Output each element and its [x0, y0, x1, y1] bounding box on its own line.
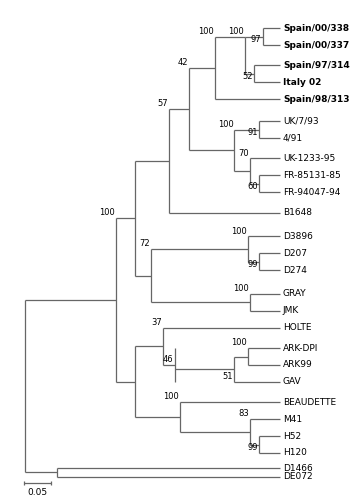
Text: DE072: DE072 [283, 472, 313, 481]
Text: FR-85131-85: FR-85131-85 [283, 171, 340, 180]
Text: Italy 02: Italy 02 [283, 78, 321, 87]
Text: 100: 100 [99, 208, 115, 218]
Text: 42: 42 [178, 58, 188, 67]
Text: ARK-DPI: ARK-DPI [283, 344, 318, 352]
Text: D274: D274 [283, 266, 307, 274]
Text: H52: H52 [283, 432, 301, 440]
Text: 4/91: 4/91 [283, 134, 303, 142]
Text: 57: 57 [158, 100, 168, 108]
Text: 99: 99 [248, 260, 258, 270]
Text: Spain/98/313: Spain/98/313 [283, 95, 349, 104]
Text: GRAY: GRAY [283, 290, 306, 298]
Text: H120: H120 [283, 448, 307, 458]
Text: UK-1233-95: UK-1233-95 [283, 154, 335, 163]
Text: 46: 46 [163, 355, 174, 364]
Text: 72: 72 [139, 239, 150, 248]
Text: 70: 70 [239, 148, 249, 158]
Text: D1466: D1466 [283, 464, 313, 472]
Text: 100: 100 [231, 338, 247, 347]
Text: 100: 100 [233, 284, 249, 293]
Text: HOLTE: HOLTE [283, 323, 311, 332]
Text: 51: 51 [223, 372, 233, 381]
Text: B1648: B1648 [283, 208, 312, 217]
Text: 52: 52 [242, 72, 253, 82]
Text: 100: 100 [163, 392, 179, 402]
Text: 0.05: 0.05 [27, 488, 48, 496]
Text: UK/7/93: UK/7/93 [283, 117, 318, 126]
Text: 100: 100 [198, 27, 214, 36]
Text: D207: D207 [283, 249, 307, 258]
Text: GAV: GAV [283, 378, 302, 386]
Text: FR-94047-94: FR-94047-94 [283, 188, 340, 197]
Text: JMK: JMK [283, 306, 299, 316]
Text: Spain/00/337: Spain/00/337 [283, 40, 349, 50]
Text: 97: 97 [251, 35, 262, 44]
Text: 91: 91 [248, 128, 258, 138]
Text: 100: 100 [231, 226, 247, 235]
Text: 99: 99 [248, 443, 258, 452]
Text: ARK99: ARK99 [283, 360, 313, 370]
Text: M41: M41 [283, 414, 302, 424]
Text: 100: 100 [217, 120, 233, 129]
Text: Spain/00/338: Spain/00/338 [283, 24, 349, 32]
Text: 100: 100 [228, 27, 244, 36]
Text: 37: 37 [151, 318, 162, 327]
Text: 60: 60 [248, 182, 258, 192]
Text: D3896: D3896 [283, 232, 313, 241]
Text: 83: 83 [238, 410, 249, 418]
Text: BEAUDETTE: BEAUDETTE [283, 398, 336, 406]
Text: Spain/97/314: Spain/97/314 [283, 61, 350, 70]
